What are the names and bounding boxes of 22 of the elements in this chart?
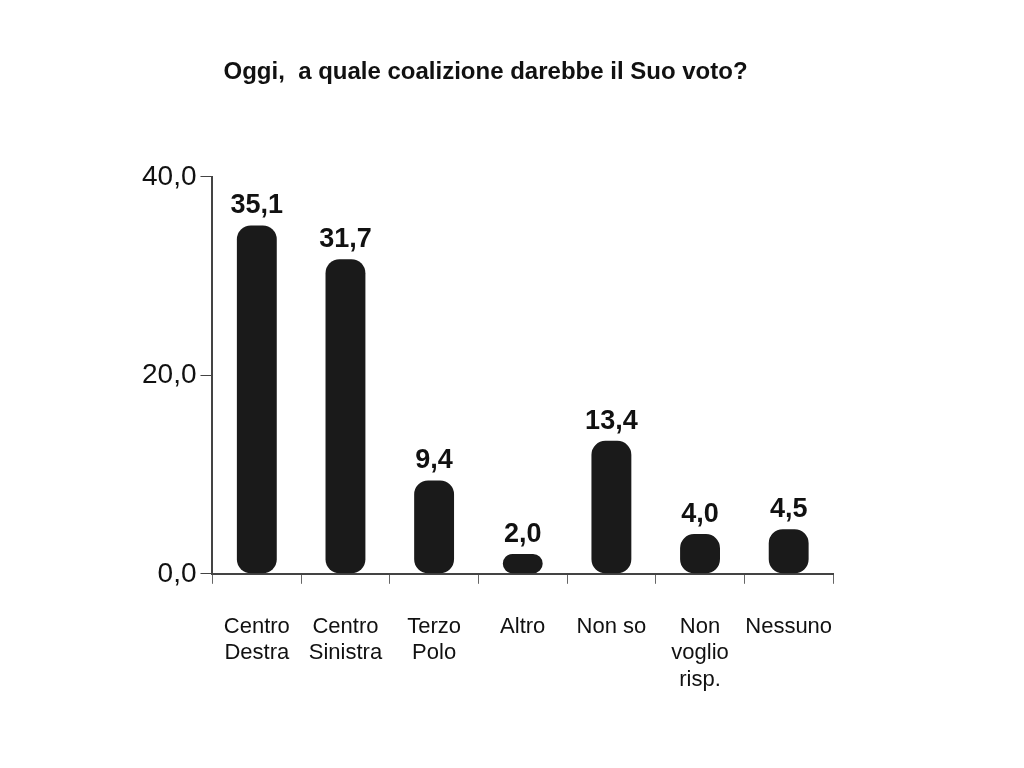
- x-tick-label: Non voglio risp.: [671, 613, 729, 691]
- x-tick-label: Altro: [500, 613, 546, 639]
- y-tick-label: 0,0: [157, 556, 197, 588]
- x-tick-label: Non so: [576, 613, 647, 639]
- bar: [414, 480, 455, 574]
- data-label: 35,1: [230, 189, 284, 220]
- bar: [236, 225, 277, 574]
- data-label: 13,4: [585, 404, 638, 435]
- y-tick-label: 20,0: [142, 358, 197, 390]
- data-label: 9,4: [415, 444, 453, 475]
- chart-title: Oggi, a quale coalizione darebbe il Suo voto?: [223, 57, 748, 85]
- x-tick-label: Centro Sinistra: [308, 613, 383, 665]
- bar: [591, 440, 632, 574]
- data-label: 4,5: [769, 493, 808, 524]
- data-label: 31,7: [319, 223, 372, 254]
- data-label: 2,0: [503, 517, 542, 548]
- y-tick-label: 40,0: [142, 159, 197, 191]
- data-label: 4,0: [681, 498, 719, 529]
- x-tick-label: Nessuno: [745, 613, 833, 639]
- x-tick-label: Centro Destra: [223, 613, 290, 665]
- x-tick-label: Terzo Polo: [407, 613, 461, 665]
- bar: [325, 259, 366, 574]
